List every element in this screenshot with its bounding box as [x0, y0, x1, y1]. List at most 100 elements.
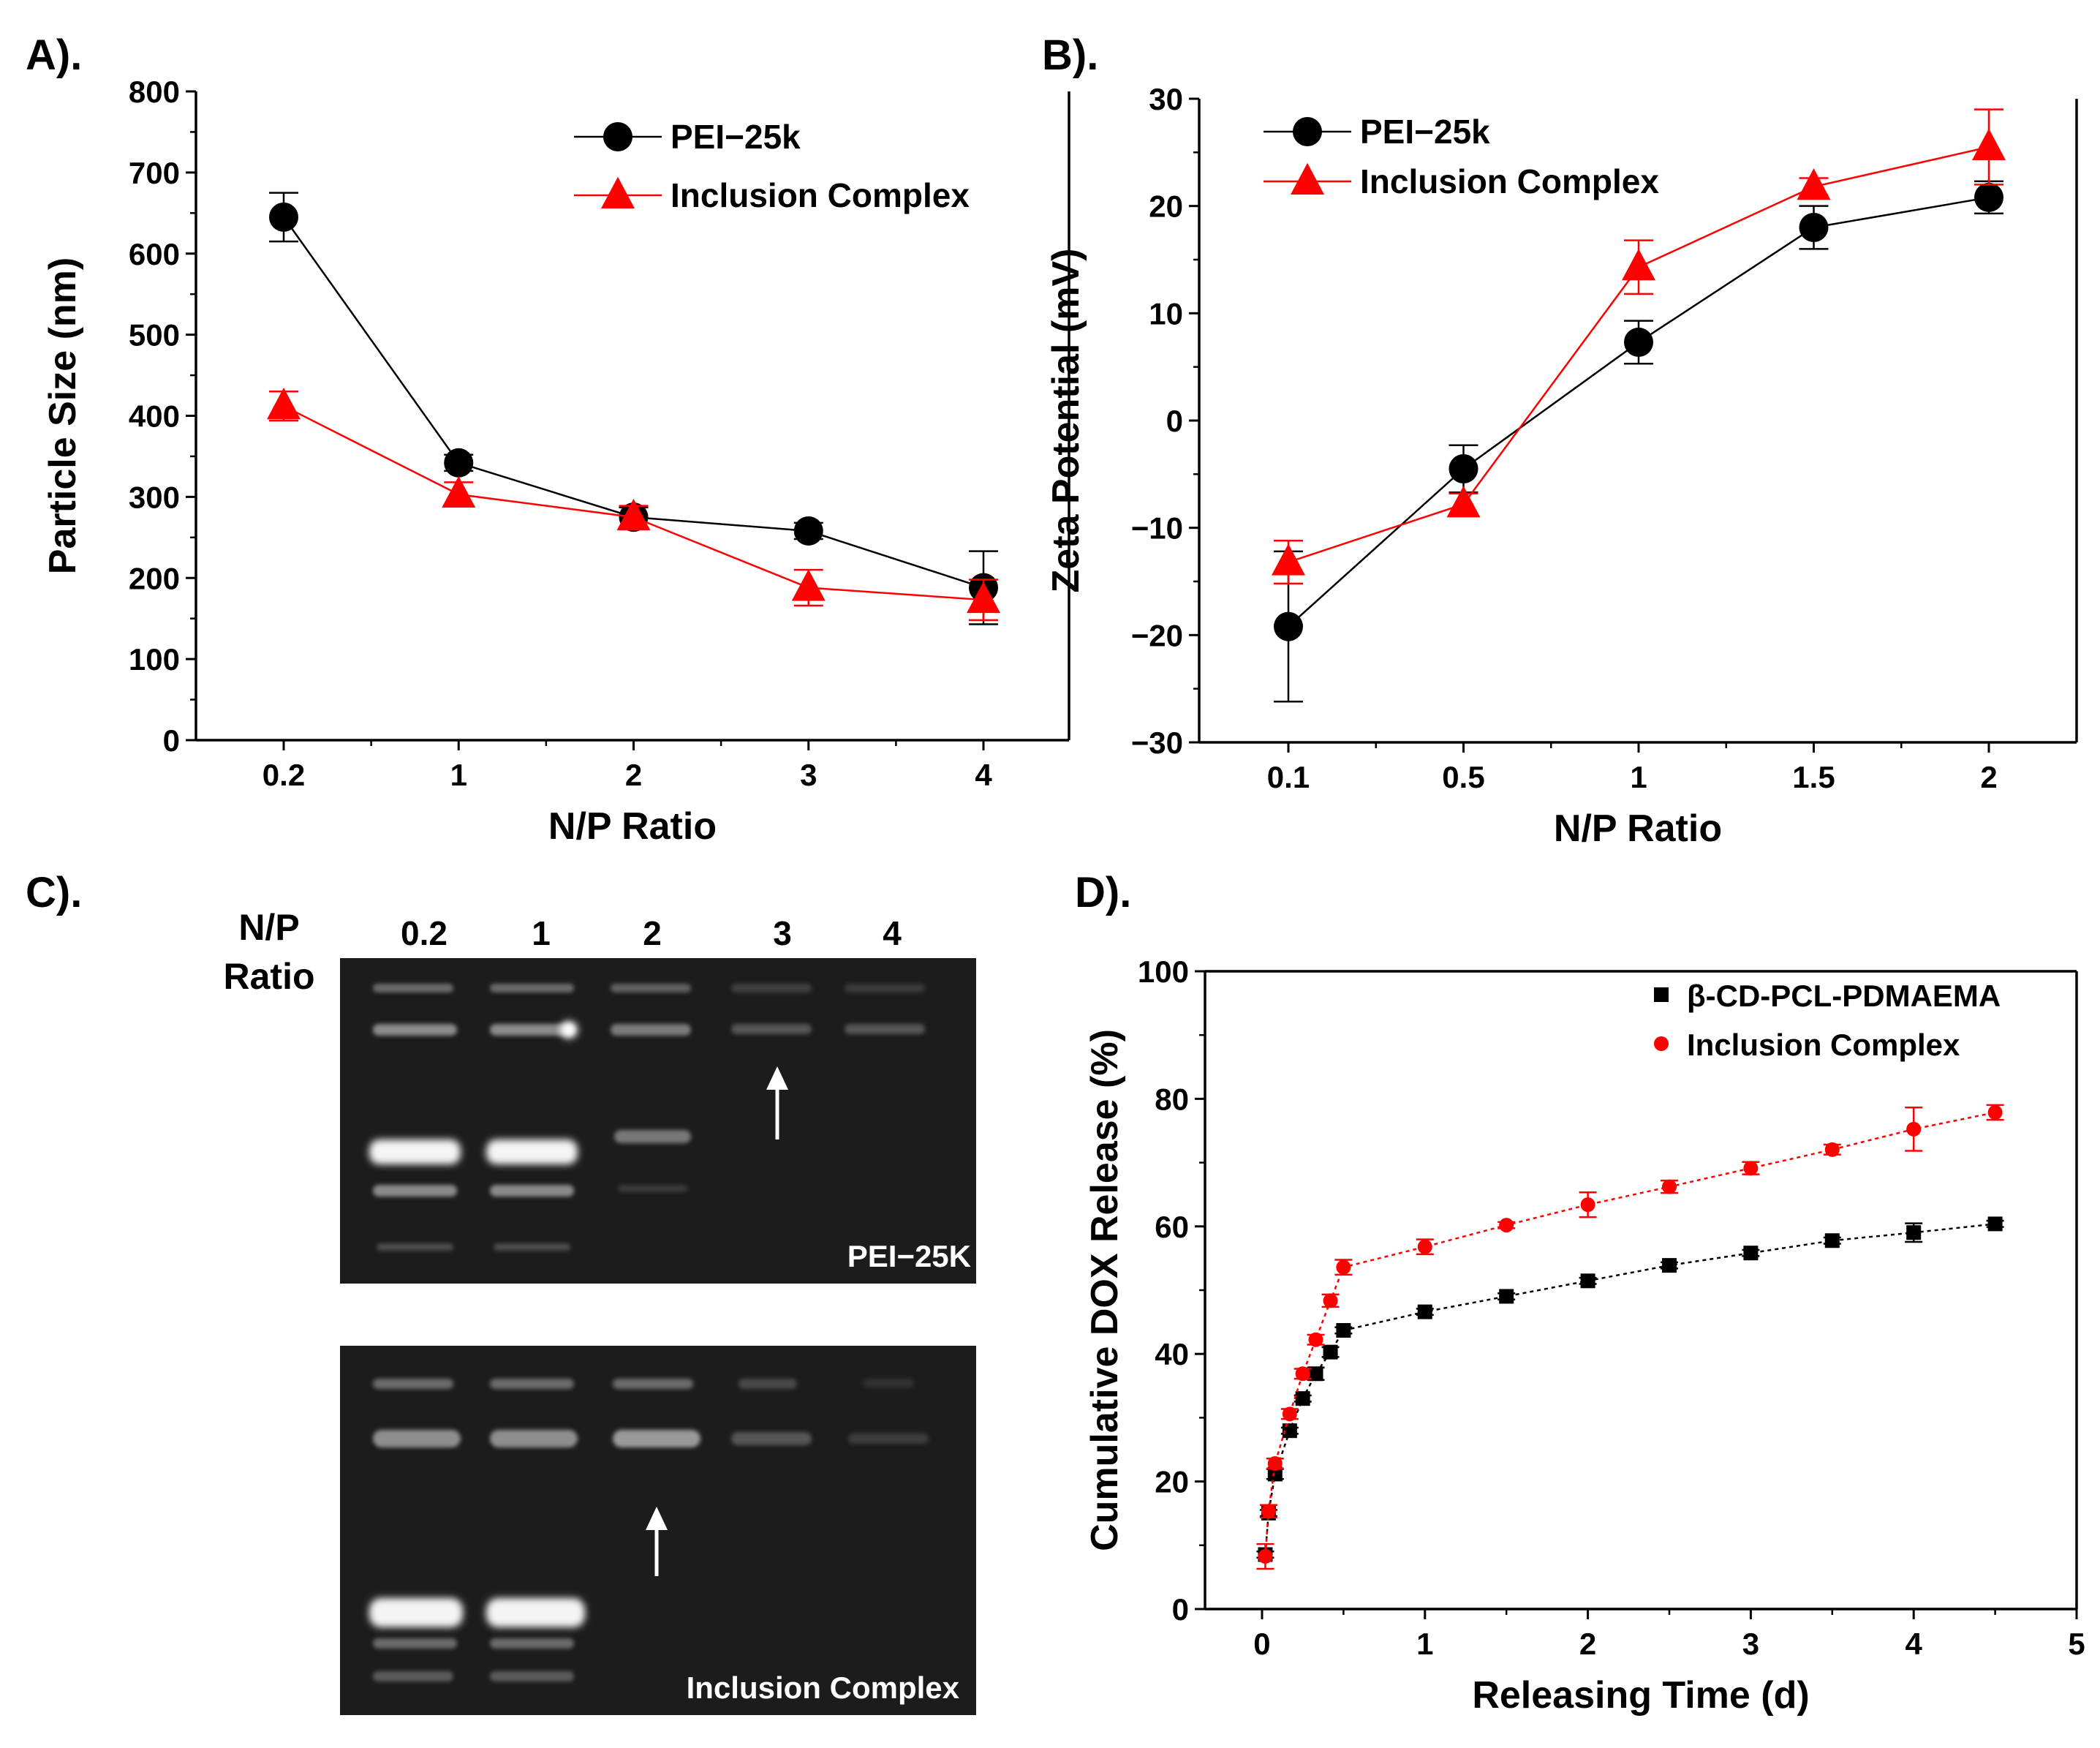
y-tick-label: −10	[1131, 511, 1183, 546]
data-point	[1417, 1304, 1432, 1319]
gel-band	[490, 1185, 574, 1197]
x-tick-label: 2	[1579, 1627, 1596, 1661]
data-point	[267, 387, 301, 420]
data-point	[1323, 1293, 1338, 1308]
data-point	[1987, 1105, 2003, 1120]
gel-band	[845, 1024, 925, 1034]
gel-band-bright	[486, 1139, 578, 1164]
x-tick-label: 1	[1416, 1627, 1433, 1661]
data-point	[616, 498, 651, 531]
legend-label: β-CD-PCL-PDMAEMA	[1687, 979, 2001, 1013]
data-point	[444, 448, 474, 478]
gel-band	[613, 1430, 700, 1447]
y-tick-label: 80	[1155, 1082, 1189, 1116]
data-point	[1295, 1366, 1310, 1382]
data-point	[1580, 1197, 1595, 1213]
y-tick-label: 100	[1138, 954, 1189, 989]
panel-d-label: D).	[1075, 869, 1131, 916]
gel-band	[731, 984, 812, 992]
series	[1256, 1216, 2004, 1562]
data-point	[1308, 1366, 1323, 1382]
np-ratio-label-line2: Ratio	[224, 956, 315, 997]
x-tick-label: 3	[1742, 1627, 1759, 1661]
data-point	[442, 475, 476, 508]
data-point	[1824, 1142, 1840, 1157]
data-point	[1661, 1179, 1677, 1194]
legend: β-CD-PCL-PDMAEMA Inclusion Complex	[1654, 979, 2001, 1062]
gel-band	[731, 1024, 812, 1034]
legend-label: Inclusion Complex	[671, 176, 970, 214]
legend: PEI−25k Inclusion Complex	[1264, 113, 1659, 200]
data-point	[1906, 1121, 1922, 1137]
y-tick-label: 300	[129, 480, 180, 514]
data-point	[1624, 327, 1653, 357]
legend-marker	[603, 122, 632, 151]
y-tick-label: 600	[129, 237, 180, 271]
legend-label: Inclusion Complex	[1687, 1028, 1960, 1062]
gel-band	[739, 1379, 797, 1389]
legend-marker	[1291, 162, 1324, 195]
gel-top-background	[340, 958, 976, 1284]
x-tick-label: 0.2	[262, 758, 305, 792]
y-tick-label: −30	[1131, 726, 1183, 760]
y-tick-label: 100	[129, 642, 180, 677]
x-tick-label: 2	[1980, 760, 1997, 794]
gel-band	[490, 1024, 574, 1036]
gel-band	[373, 1430, 461, 1447]
data-point	[1308, 1332, 1323, 1347]
gel-band	[490, 1638, 574, 1649]
gel-band	[490, 984, 574, 992]
data-point	[967, 581, 1000, 614]
panel-b-label: B).	[1042, 31, 1098, 79]
gel-spot	[560, 1021, 578, 1039]
gel-band	[848, 1434, 929, 1444]
gel-lane-label: 0.2	[401, 914, 447, 952]
gel-band	[377, 1243, 453, 1251]
y-tick-label: 30	[1149, 82, 1183, 116]
gel-band	[373, 1379, 453, 1389]
data-point	[1974, 182, 2003, 212]
gel-band	[614, 1130, 691, 1143]
gel-lane-label: 1	[532, 914, 551, 952]
y-axis-label: Particle Size (nm)	[42, 257, 84, 574]
y-tick-label: 400	[129, 399, 180, 434]
legend-label: Inclusion Complex	[1360, 162, 1659, 200]
gel-band	[845, 984, 925, 992]
data-point	[1661, 1258, 1677, 1273]
x-tick-label: 3	[800, 758, 817, 792]
gel-band-bright	[369, 1598, 463, 1627]
gel-band	[373, 1638, 457, 1649]
legend-label: PEI−25k	[671, 118, 801, 156]
legend: PEI−25k Inclusion Complex	[574, 118, 970, 214]
data-point	[1972, 128, 2006, 160]
data-point	[1499, 1218, 1514, 1233]
data-point	[1261, 1504, 1276, 1519]
arrow-icon	[766, 1066, 788, 1139]
data-point	[1282, 1423, 1297, 1439]
data-point	[1295, 1391, 1310, 1406]
series-line	[282, 216, 984, 589]
data-point	[1799, 213, 1829, 242]
chart-a-particle-size: 0 100 200 300 400 500 600 700 800 0.2 1 2 3 4 N/P Rati…	[42, 75, 1070, 848]
y-tick-label: 0	[1166, 404, 1183, 438]
data-point	[1797, 168, 1831, 200]
y-tick-label: 700	[129, 156, 180, 190]
y-tick-label: 200	[129, 561, 180, 595]
y-tick-label: 800	[129, 75, 180, 109]
gel-band	[373, 1024, 457, 1036]
y-tick-label: 0	[1172, 1592, 1189, 1627]
y-tick-label: 0	[163, 723, 180, 758]
x-axis-label: Releasing Time (d)	[1472, 1674, 1809, 1717]
gel-lane-label: 3	[773, 914, 792, 952]
x-tick-label: 1	[450, 758, 467, 792]
series	[1256, 1104, 2004, 1570]
y-tick-label: 20	[1149, 189, 1183, 224]
legend-marker	[601, 176, 635, 208]
data-point	[1267, 1466, 1283, 1482]
data-point	[269, 202, 298, 232]
gel-top: PEI−25K	[340, 958, 976, 1284]
data-point	[1336, 1323, 1351, 1338]
y-tick-label: 10	[1149, 296, 1183, 331]
x-tick-label: 0.5	[1442, 760, 1484, 794]
